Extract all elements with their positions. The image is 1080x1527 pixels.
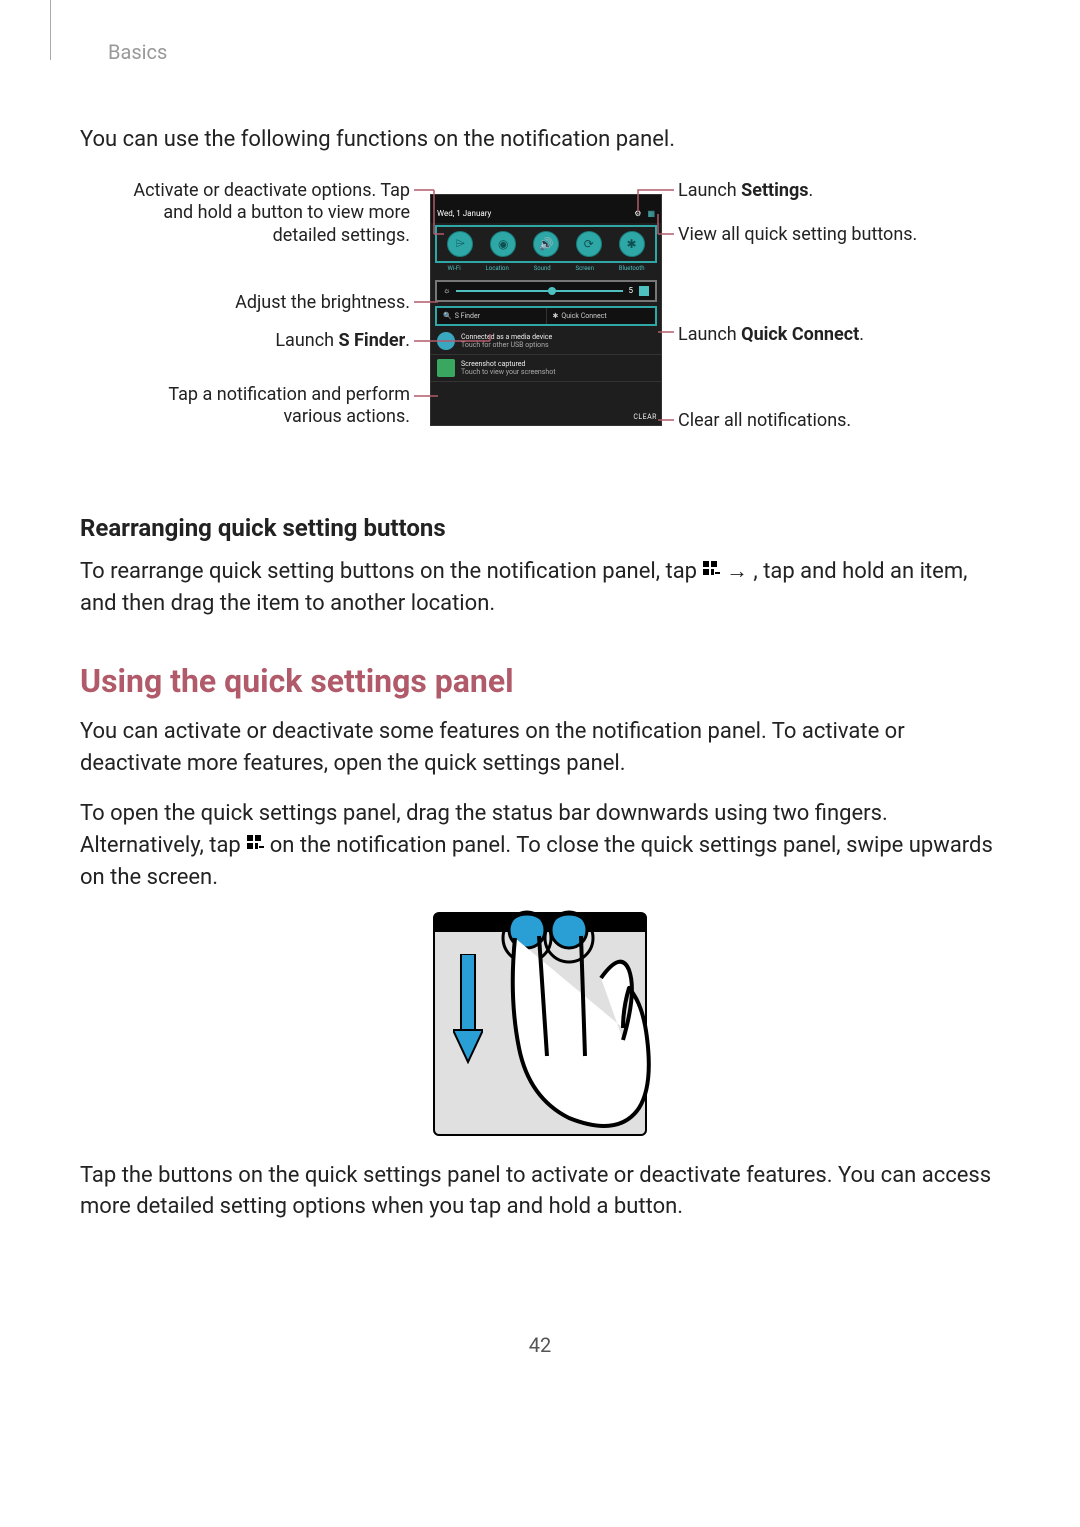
callout-settings-pre: Launch	[678, 180, 741, 201]
qs-label-2: Sound	[534, 265, 551, 272]
callout-options: Activate or deactivate options. Tap and …	[130, 180, 410, 248]
notif1-sub: Touch for other USB options	[461, 341, 552, 349]
gear-icon: ⚙	[634, 209, 641, 218]
callout-settings-bold: Settings	[741, 180, 808, 201]
screenshot-icon	[437, 359, 455, 377]
callout-sfinder-bold: S Finder	[339, 330, 406, 351]
qs-label-1: Location	[486, 265, 509, 272]
mock-sfinder: 🔍S Finder	[437, 308, 547, 324]
mock-sfinder-quickconnect: 🔍S Finder ✱Quick Connect	[435, 306, 657, 326]
callout-quickconnect: Launch Quick Connect.	[678, 324, 958, 347]
rearranging-heading: Rearranging quick setting buttons	[80, 514, 1000, 542]
mock-quick-settings: ⌲ ◉ 🔊 ⟳ ✱	[435, 225, 657, 263]
notif2-sub: Touch to view your screenshot	[461, 368, 556, 376]
location-icon: ◉	[490, 231, 516, 257]
header-rule	[50, 0, 51, 60]
page-number: 42	[80, 1333, 1000, 1357]
callout-clear: Clear all notifications.	[678, 410, 958, 433]
intro-paragraph: You can use the following functions on t…	[80, 124, 1000, 156]
callout-notif-action: Tap a notification and perform various a…	[130, 384, 410, 429]
notif2-title: Screenshot captured	[461, 360, 556, 368]
auto-check-icon	[639, 286, 649, 296]
callout-qc-pre: Launch	[678, 324, 741, 345]
grid-icon-inline	[246, 830, 264, 862]
two-finger-swipe-illustration	[433, 912, 647, 1136]
rearr-p1b: →	[726, 559, 753, 584]
mock-clear: CLEAR	[633, 413, 657, 421]
mock-notif-media: Connected as a media device Touch for ot…	[431, 328, 661, 355]
search-icon: 🔍	[443, 312, 452, 320]
brightness-icon: ☼	[443, 286, 450, 295]
qs-label-0: Wi-Fi	[447, 265, 460, 272]
qs-label-4: Bluetooth	[619, 265, 645, 272]
using-p1: You can activate or deactivate some feat…	[80, 716, 1000, 780]
mock-sfinder-label: S Finder	[455, 312, 480, 320]
mock-date-row: Wed, 1 January ⚙ ▦	[431, 201, 661, 223]
connect-icon: ✱	[553, 312, 559, 320]
callout-settings-post: .	[809, 180, 814, 201]
grid-icon: ▦	[647, 209, 655, 218]
rotate-icon: ⟳	[576, 231, 602, 257]
callout-sfinder: Launch S Finder.	[130, 330, 410, 353]
callout-qc-post: .	[859, 324, 864, 345]
callout-brightness: Adjust the brightness.	[130, 292, 410, 315]
rearr-p1a: To rearrange quick setting buttons on th…	[80, 559, 702, 584]
using-p3: Tap the buttons on the quick settings pa…	[80, 1160, 1000, 1224]
mock-notif-screenshot: Screenshot captured Touch to view your s…	[431, 355, 661, 382]
rearranging-paragraph: To rearrange quick setting buttons on th…	[80, 556, 1000, 620]
breadcrumb: Basics	[108, 40, 1000, 64]
callout-settings: Launch Settings.	[678, 180, 958, 203]
brightness-value: 5	[629, 286, 634, 295]
mock-quickconnect: ✱Quick Connect	[547, 308, 656, 324]
grid-edit-icon	[702, 556, 720, 588]
using-heading: Using the quick settings panel	[80, 662, 1000, 700]
phone-mock: Wed, 1 January ⚙ ▦ ⌲ ◉ 🔊 ⟳ ✱ Wi-Fi Locat…	[430, 194, 662, 426]
mock-date: Wed, 1 January	[437, 209, 491, 218]
callout-viewall: View all quick setting buttons.	[678, 224, 958, 247]
callout-qc-bold: Quick Connect	[741, 324, 859, 345]
using-p2: To open the quick settings panel, drag t…	[80, 798, 1000, 894]
notif1-title: Connected as a media device	[461, 333, 552, 341]
qs-label-3: Screen	[576, 265, 594, 272]
hand-icon	[469, 908, 659, 1138]
bluetooth-icon: ✱	[619, 231, 645, 257]
sound-icon: 🔊	[533, 231, 559, 257]
notification-panel-diagram: Activate or deactivate options. Tap and …	[130, 174, 950, 474]
callout-sfinder-post: .	[405, 330, 410, 351]
mock-qs-labels: Wi-Fi Location Sound Screen Bluetooth	[431, 265, 661, 276]
mock-brightness: ☼ 5	[435, 280, 657, 302]
wifi-icon: ⌲	[447, 231, 473, 257]
mock-qc-label: Quick Connect	[561, 312, 606, 320]
callout-sfinder-pre: Launch	[275, 330, 338, 351]
usb-icon	[437, 332, 455, 350]
